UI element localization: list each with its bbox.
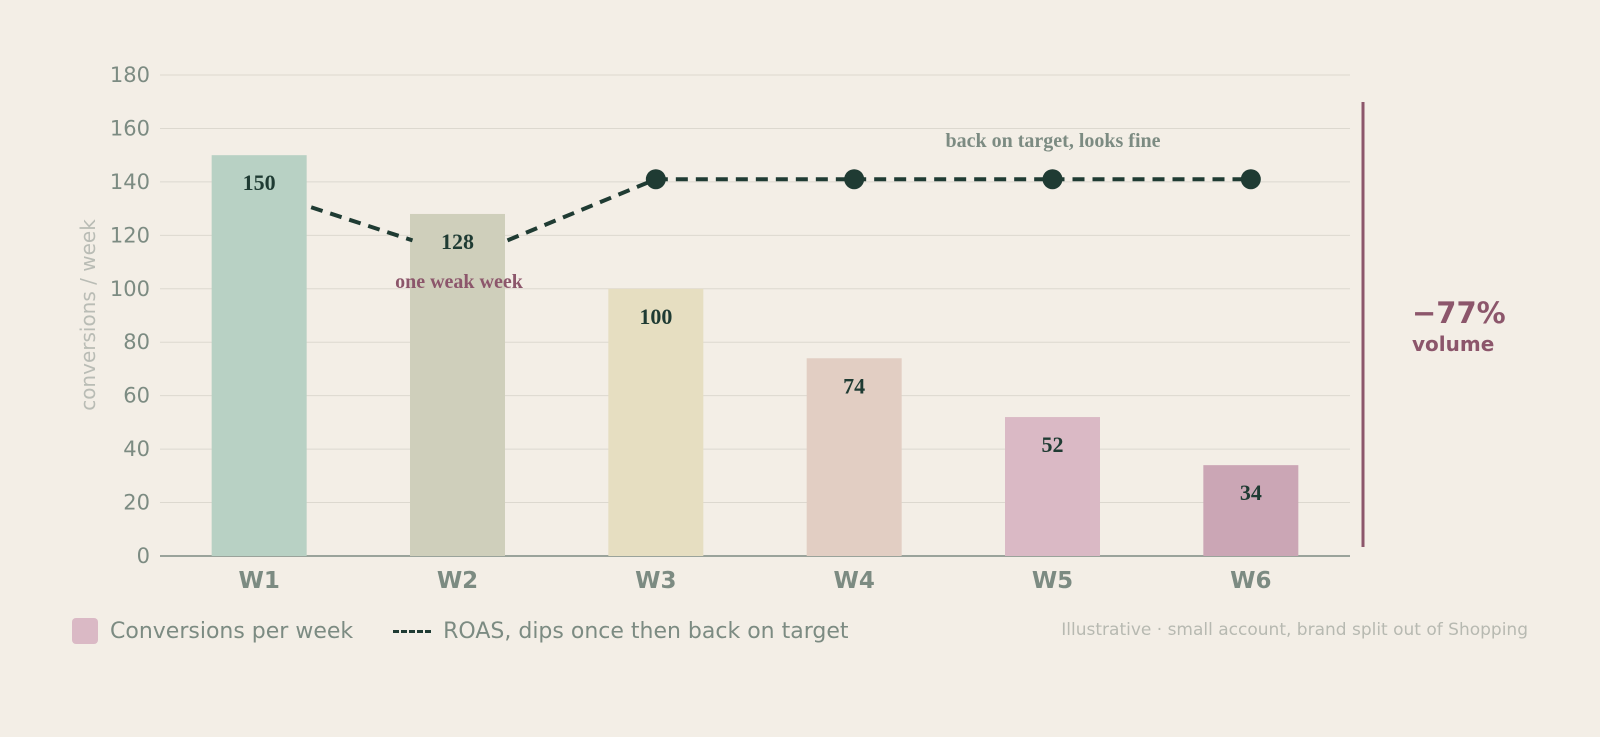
x-tick-label: W1 <box>238 568 279 594</box>
volume-change-value: −77% <box>1412 296 1506 330</box>
legend-swatch-conversions <box>72 618 98 644</box>
roas-line <box>310 169 1261 243</box>
bar <box>608 288 704 556</box>
bar-value-label: 100 <box>639 304 672 329</box>
bar-value-label: 52 <box>1042 432 1064 457</box>
roas-point <box>645 169 666 190</box>
y-tick-label: 180 <box>110 63 150 87</box>
y-tick-label: 140 <box>110 170 150 194</box>
x-tick-label: W2 <box>437 568 478 594</box>
gridlines <box>160 74 1350 557</box>
y-tick-label: 60 <box>123 384 150 408</box>
y-tick-label: 0 <box>137 544 150 568</box>
legend-swatch-roas <box>393 629 432 633</box>
roas-point <box>1042 169 1063 190</box>
bar-value-label: 34 <box>1240 480 1262 505</box>
x-tick-label: W4 <box>833 568 874 594</box>
data-labels: 150 W1 128 W2 100 W3 74 W4 52 W5 34 W6 <box>238 170 1271 594</box>
roas-point <box>844 169 865 190</box>
legend-label-roas: ROAS, dips once then back on target <box>443 618 849 644</box>
y-tick-label: 160 <box>110 116 150 140</box>
bar-value-label: 150 <box>243 170 276 195</box>
x-tick-label: W6 <box>1230 568 1271 594</box>
x-tick-label: W3 <box>635 568 676 594</box>
x-tick-label: W5 <box>1032 568 1073 594</box>
y-tick-labels: 0 20 40 60 80 100 120 140 160 180 <box>110 63 150 568</box>
bar <box>211 155 307 556</box>
volume-change-label: volume <box>1412 332 1494 356</box>
bar <box>806 358 902 556</box>
bar <box>1005 417 1100 556</box>
y-tick-label: 120 <box>110 223 150 247</box>
roas-point <box>1240 169 1261 190</box>
bar-value-label: 128 <box>441 229 474 254</box>
bars <box>211 155 1299 556</box>
y-tick-label: 80 <box>123 330 150 354</box>
roas-line-segment <box>310 205 414 243</box>
bar-value-label: 74 <box>843 373 865 398</box>
footnote: Illustrative · small account, brand spli… <box>1061 620 1528 640</box>
target-annotation: back on target, looks fine <box>946 130 1161 152</box>
y-axis-title: conversions / week <box>76 219 100 411</box>
roas-line-segment <box>506 177 657 243</box>
legend: Conversions per week ROAS, dips once the… <box>72 618 849 644</box>
y-tick-label: 100 <box>110 277 150 301</box>
y-tick-label: 20 <box>123 491 150 515</box>
legend-label-conversions: Conversions per week <box>110 618 354 644</box>
bar <box>410 213 505 556</box>
dip-annotation: one weak week <box>395 271 524 293</box>
y-tick-label: 40 <box>123 437 150 461</box>
bar <box>1203 465 1299 556</box>
